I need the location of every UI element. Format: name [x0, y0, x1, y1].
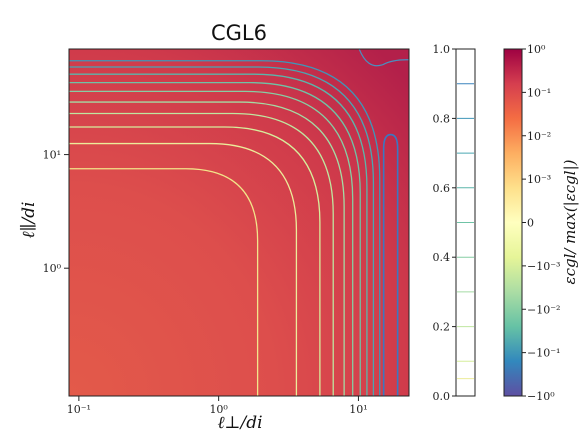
contour-line — [69, 60, 381, 396]
contour-lines — [69, 49, 409, 396]
contour-line — [69, 81, 361, 396]
contour-line — [69, 112, 334, 396]
contour-line — [69, 101, 345, 396]
x-tick-label: 10⁻¹ — [67, 403, 91, 416]
x-tick-label: 10⁰ — [209, 403, 228, 416]
colorbar-tick-label: 10⁻² — [527, 130, 551, 143]
x-axis-label: ℓ⊥/di — [217, 413, 262, 433]
colorbar-tick-label: 10⁰ — [527, 43, 546, 56]
colorbar: 10⁰ 10⁻¹ 10⁻² 10⁻³ 0 −10⁻³ −10⁻² −10⁻¹ −10⁰ εcgl… — [503, 43, 579, 403]
contour-line — [69, 126, 321, 396]
colorbar-ticks: 10⁰ 10⁻¹ 10⁻² 10⁻³ 0 −10⁻³ −10⁻² −10⁻¹ −10⁰ — [522, 43, 560, 403]
contour-line — [382, 133, 399, 396]
colorbar-tick-label: −10⁻¹ — [527, 347, 560, 360]
y-ticks: 10⁰ 10¹ — [43, 149, 69, 275]
level-tick-label: 0.0 — [433, 390, 451, 403]
level-tick-label: 0.6 — [433, 182, 451, 195]
contour-line — [69, 142, 298, 396]
level-tick-label: 1.0 — [433, 43, 451, 56]
colorbar-tick-label: −10⁻² — [527, 303, 560, 316]
colorbar-label: εcgl/ max(|εcgl|) — [561, 159, 579, 284]
contour-line — [69, 66, 375, 396]
x-tick-label: 10¹ — [349, 403, 367, 416]
colorbar-tick-label: −10⁻³ — [527, 260, 560, 273]
colorbar-tick-label: −10⁰ — [527, 390, 555, 403]
heatmap-background — [69, 49, 409, 396]
contour-line — [69, 73, 368, 396]
colorbar-tick-label: 0 — [527, 217, 534, 230]
chart-title: CGL6 — [211, 21, 267, 45]
contour-line — [358, 49, 409, 67]
level-tick-label: 0.8 — [433, 112, 451, 125]
contour-levels-axis: 0.0 0.2 0.4 0.6 0.8 1.0 — [433, 43, 476, 403]
colorbar-gradient — [503, 48, 523, 397]
level-lines — [457, 83, 474, 380]
level-ticks: 0.0 0.2 0.4 0.6 0.8 1.0 — [433, 43, 456, 403]
colorbar-tick-label: 10⁻¹ — [527, 86, 551, 99]
contour-line — [69, 90, 354, 396]
heatmap-area: 10⁻¹ 10⁰ 10¹ 10⁰ 10¹ — [43, 48, 410, 416]
y-axis-label: ℓ∥/di — [19, 202, 39, 239]
level-tick-label: 0.4 — [433, 251, 451, 264]
colorbar-tick-label: 10⁻³ — [527, 173, 551, 186]
y-tick-label: 10¹ — [43, 149, 61, 162]
x-ticks: 10⁻¹ 10⁰ 10¹ — [67, 396, 368, 416]
y-tick-label: 10⁰ — [43, 262, 62, 275]
level-tick-label: 0.2 — [433, 321, 451, 334]
contour-line — [69, 168, 259, 396]
plot-frame — [68, 48, 410, 397]
